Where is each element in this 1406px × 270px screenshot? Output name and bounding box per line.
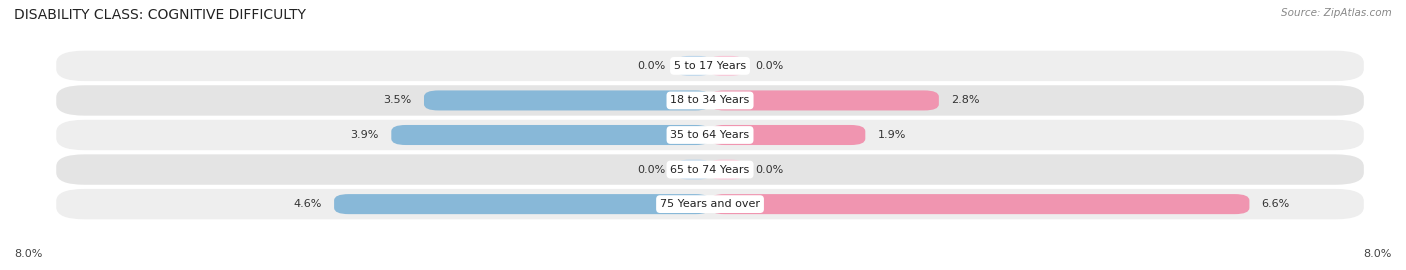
Text: 1.9%: 1.9% <box>877 130 905 140</box>
FancyBboxPatch shape <box>391 125 710 145</box>
FancyBboxPatch shape <box>56 189 1364 219</box>
Text: 3.9%: 3.9% <box>350 130 380 140</box>
Text: 0.0%: 0.0% <box>755 164 783 175</box>
Text: 3.5%: 3.5% <box>384 95 412 106</box>
Text: DISABILITY CLASS: COGNITIVE DIFFICULTY: DISABILITY CLASS: COGNITIVE DIFFICULTY <box>14 8 307 22</box>
FancyBboxPatch shape <box>56 120 1364 150</box>
FancyBboxPatch shape <box>710 194 1250 214</box>
Text: 18 to 34 Years: 18 to 34 Years <box>671 95 749 106</box>
Text: 8.0%: 8.0% <box>14 249 42 259</box>
FancyBboxPatch shape <box>56 51 1364 81</box>
FancyBboxPatch shape <box>425 90 710 110</box>
Text: 65 to 74 Years: 65 to 74 Years <box>671 164 749 175</box>
Text: 0.0%: 0.0% <box>637 61 665 71</box>
Text: 4.6%: 4.6% <box>294 199 322 209</box>
FancyBboxPatch shape <box>678 56 710 76</box>
FancyBboxPatch shape <box>710 160 742 180</box>
Text: 8.0%: 8.0% <box>1364 249 1392 259</box>
Text: 35 to 64 Years: 35 to 64 Years <box>671 130 749 140</box>
FancyBboxPatch shape <box>710 125 865 145</box>
FancyBboxPatch shape <box>56 85 1364 116</box>
FancyBboxPatch shape <box>678 160 710 180</box>
FancyBboxPatch shape <box>710 56 742 76</box>
Text: 5 to 17 Years: 5 to 17 Years <box>673 61 747 71</box>
Text: Source: ZipAtlas.com: Source: ZipAtlas.com <box>1281 8 1392 18</box>
FancyBboxPatch shape <box>335 194 710 214</box>
Text: 75 Years and over: 75 Years and over <box>659 199 761 209</box>
FancyBboxPatch shape <box>56 154 1364 185</box>
Text: 0.0%: 0.0% <box>637 164 665 175</box>
FancyBboxPatch shape <box>710 90 939 110</box>
Text: 2.8%: 2.8% <box>950 95 980 106</box>
Text: 6.6%: 6.6% <box>1261 199 1289 209</box>
Text: 0.0%: 0.0% <box>755 61 783 71</box>
